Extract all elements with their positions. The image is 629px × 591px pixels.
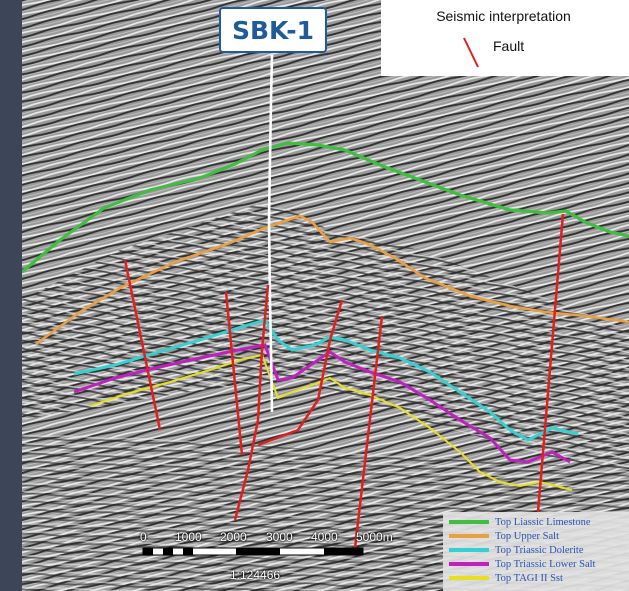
fault-5 <box>353 315 384 549</box>
fault-2 <box>224 291 244 456</box>
horizon-legend-item: Top Liassic Limestone <box>449 516 591 528</box>
scale-tick-label: 2000 <box>220 530 247 544</box>
horizon-top-liassic-limestone <box>20 141 629 274</box>
fault-4 <box>257 299 344 447</box>
scale-bar <box>142 547 364 556</box>
legend-swatch <box>449 562 489 566</box>
horizon-top-triassic-lower-salt <box>73 343 571 464</box>
horizon-legend-label: Top Triassic Dolerite <box>495 544 584 556</box>
scale-tick-label: 5000m <box>356 530 393 544</box>
horizon-top-upper-salt <box>35 214 629 346</box>
scale-tick-label: 0 <box>140 530 147 544</box>
horizon-top-triassic-dolerite <box>73 318 579 442</box>
fault-3 <box>233 284 270 521</box>
horizon-legend: Top Liassic Limestone Top Upper Salt Top… <box>443 512 629 591</box>
fault-6 <box>536 213 565 513</box>
well-label: SBK-1 <box>219 7 327 53</box>
scale-tick-label: 4000 <box>311 530 338 544</box>
well-trajectory-sbk-1 <box>267 54 274 413</box>
scale-ratio: 1:124466 <box>230 568 281 582</box>
horizon-legend-label: Top Liassic Limestone <box>495 516 591 528</box>
legend-swatch <box>449 520 489 524</box>
fault-1 <box>123 259 162 431</box>
fault-legend-label: Fault <box>493 38 525 54</box>
horizon-legend-item: Top Upper Salt <box>449 530 559 542</box>
horizon-legend-label: Top Upper Salt <box>495 530 560 542</box>
horizon-legend-label: Top TAGI II Sst <box>495 572 563 584</box>
left-margin-bar <box>0 0 22 591</box>
scale-tick-label: 3000 <box>266 530 293 544</box>
interpretation-legend-title: Seismic interpretation <box>436 8 571 24</box>
legend-swatch <box>449 576 489 580</box>
horizon-legend-item: Top TAGI II Sst <box>449 572 563 584</box>
interpretation-legend: Seismic interpretation Fault <box>381 0 629 76</box>
legend-swatch <box>449 534 489 538</box>
horizon-legend-item: Top Triassic Dolerite <box>449 544 584 556</box>
horizon-top-tagi-ii-sst <box>89 353 573 491</box>
horizon-legend-item: Top Triassic Lower Salt <box>449 558 595 570</box>
horizon-legend-label: Top Triassic Lower Salt <box>495 558 596 570</box>
fault-legend-icon <box>463 37 479 68</box>
scale-tick-label: 1000 <box>175 530 202 544</box>
legend-swatch <box>449 548 489 552</box>
